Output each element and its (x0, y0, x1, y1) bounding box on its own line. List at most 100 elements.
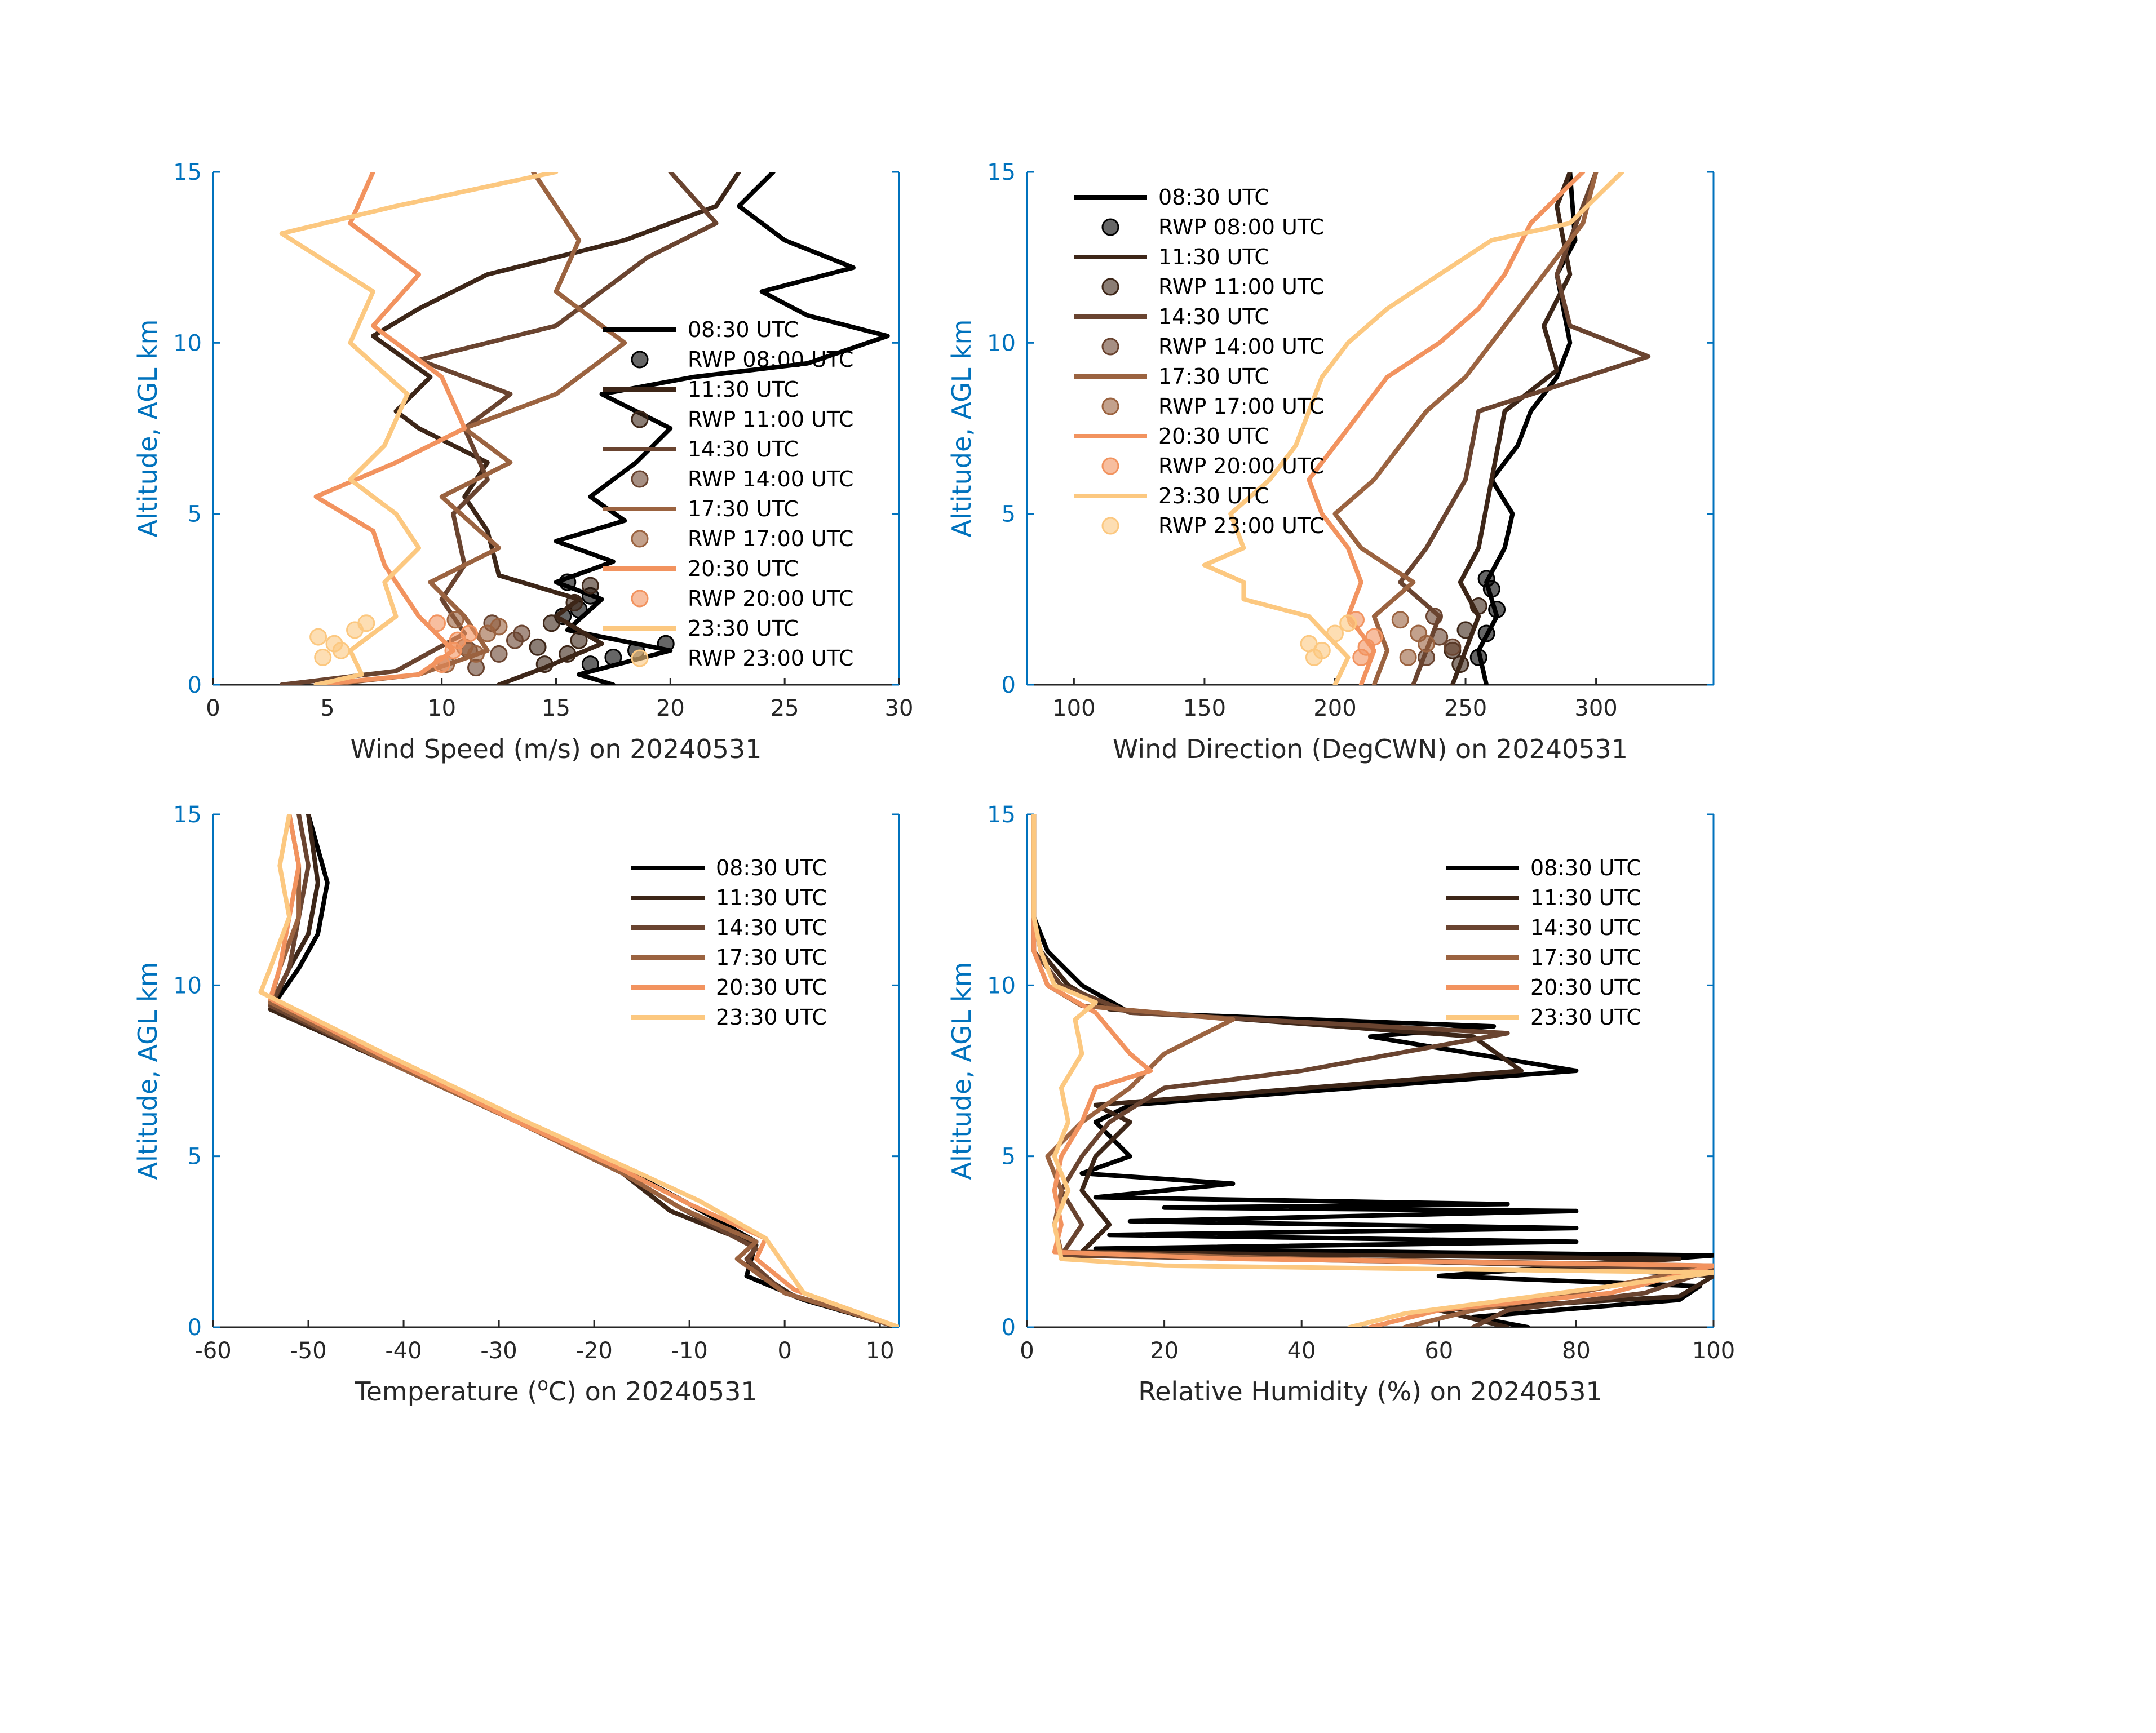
legend-marker-swatch (631, 470, 649, 488)
x-tick-label: 40 (1287, 1338, 1316, 1364)
rwp-point (314, 648, 332, 666)
rwp-point (490, 645, 508, 663)
x-tick-label: 0 (1020, 1338, 1034, 1364)
x-tick-label: 0 (206, 695, 220, 721)
legend-label: RWP 14:00 UTC (688, 467, 853, 491)
x-tick-label: 5 (320, 695, 334, 721)
legend-marker-swatch (1101, 278, 1119, 296)
legend-label: 20:30 UTC (688, 556, 799, 581)
rwp-point (565, 593, 583, 611)
rwp-point (657, 635, 675, 653)
panel-wind-direction: 100 150 200 250 300 0 5 10 15 Wind Direction (Deg… (946, 159, 1715, 764)
rwp-point (1477, 624, 1495, 642)
series-line-20-30-utc (1307, 172, 1586, 685)
rwp-point (1399, 648, 1417, 666)
legend-label: RWP 11:00 UTC (688, 407, 853, 432)
x-tick-label: 10 (427, 695, 456, 721)
rwp-point (581, 655, 599, 673)
legend: 08:30 UTC 11:30 UTC 14:30 UTC 17:30 UTC 20:3… (631, 856, 827, 1030)
legend-label: RWP 08:00 UTC (1158, 215, 1324, 240)
x-tick-label: -60 (194, 1338, 231, 1364)
rwp-point (1391, 611, 1409, 629)
rwp-point (559, 573, 577, 591)
rwp-point (1326, 624, 1344, 642)
rwp-point (1469, 597, 1487, 615)
legend-label: 20:30 UTC (1158, 424, 1269, 449)
legend-marker-swatch (1101, 218, 1119, 236)
x-axis-label: Temperature (oC) on 20240531 (354, 1373, 757, 1407)
legend-label: RWP 20:00 UTC (1158, 454, 1324, 478)
panel-relative-humidity: 0 20 40 60 80 100 0 5 10 15 Relative Humidity (%) … (946, 802, 1735, 1407)
legend-label: 08:30 UTC (1158, 185, 1269, 210)
y-tick-label: 0 (1002, 1315, 1016, 1341)
x-tick-label: 15 (542, 695, 570, 721)
rwp-point (332, 641, 350, 659)
rwp-point (1477, 570, 1495, 588)
legend-label: 14:30 UTC (716, 915, 827, 940)
legend-label: 08:30 UTC (1530, 856, 1641, 880)
rwp-point (1469, 648, 1487, 666)
legend-label: 14:30 UTC (1530, 915, 1641, 940)
rwp-point (433, 655, 451, 673)
rwp-point (535, 655, 554, 673)
legend-label: 20:30 UTC (1530, 975, 1641, 1000)
legend-marker-swatch (631, 351, 649, 369)
rwp-point (1418, 635, 1436, 653)
x-tick-label: -10 (671, 1338, 707, 1364)
x-tick-label: 250 (1444, 695, 1487, 721)
rwp-point (604, 648, 622, 666)
plot-area (1031, 814, 1714, 1327)
rwp-point (1425, 608, 1443, 626)
x-tick-label: 100 (1052, 695, 1095, 721)
series-line-11-30-utc (371, 172, 741, 685)
legend: 08:30 UTC 11:30 UTC 14:30 UTC 17:30 UTC 20:3… (1446, 856, 1641, 1030)
legend-label: 14:30 UTC (688, 437, 799, 462)
series-line-23-30-utc (279, 172, 559, 685)
rwp-point (1456, 621, 1475, 639)
x-tick-label: 200 (1313, 695, 1356, 721)
x-tick-label: 100 (1692, 1338, 1735, 1364)
legend-marker-swatch (1101, 457, 1119, 475)
y-tick-label: 5 (188, 1144, 202, 1170)
legend-label: RWP 17:00 UTC (1158, 394, 1324, 419)
plot-area (1202, 172, 1651, 685)
legend-label: 23:30 UTC (1158, 484, 1269, 508)
legend-label: 08:30 UTC (688, 317, 799, 342)
y-tick-label: 15 (173, 159, 202, 185)
y-tick-label: 0 (1002, 672, 1016, 698)
rwp-point (1357, 638, 1375, 656)
x-axis-label-part: Temperature ( (354, 1376, 537, 1407)
panel-temperature: -60 -50 -40 -30 -20 -10 0 10 0 5 10 15 Temperature (… (132, 802, 900, 1407)
y-tick-label: 0 (188, 672, 202, 698)
legend-label: 23:30 UTC (716, 1005, 827, 1030)
x-axis-label: Relative Humidity (%) on 20240531 (1138, 1376, 1602, 1407)
rwp-point (1451, 655, 1469, 673)
series-line-23-30-utc (1202, 172, 1624, 685)
legend-marker-swatch (631, 530, 649, 548)
plot-area (279, 172, 890, 685)
legend-label: 14:30 UTC (1158, 304, 1269, 329)
legend-label: 20:30 UTC (716, 975, 827, 1000)
rwp-point (309, 628, 327, 646)
rwp-point (513, 624, 531, 642)
legend-label: RWP 17:00 UTC (688, 526, 853, 551)
legend-label: 08:30 UTC (716, 856, 827, 880)
series-line-11-30-utc (1031, 814, 1714, 1327)
x-tick-label: 20 (656, 695, 685, 721)
legend-label: RWP 08:00 UTC (688, 347, 853, 372)
rwp-point (490, 618, 508, 636)
rwp-point (570, 631, 588, 649)
y-axis-label: Altitude, AGL km (946, 961, 977, 1180)
legend-label: RWP 11:00 UTC (1158, 274, 1324, 299)
x-axis-label: Wind Direction (DegCWN) on 20240531 (1113, 734, 1628, 764)
legend-label: RWP 23:00 UTC (1158, 513, 1324, 538)
legend-label: 11:30 UTC (688, 377, 799, 402)
y-tick-label: 15 (173, 802, 202, 828)
rwp-point (467, 645, 485, 663)
x-tick-label: 30 (885, 695, 914, 721)
x-tick-label: 150 (1183, 695, 1226, 721)
legend-label: RWP 23:00 UTC (688, 646, 853, 671)
legend-marker-swatch (631, 410, 649, 428)
legend-label: 11:30 UTC (1158, 245, 1269, 269)
